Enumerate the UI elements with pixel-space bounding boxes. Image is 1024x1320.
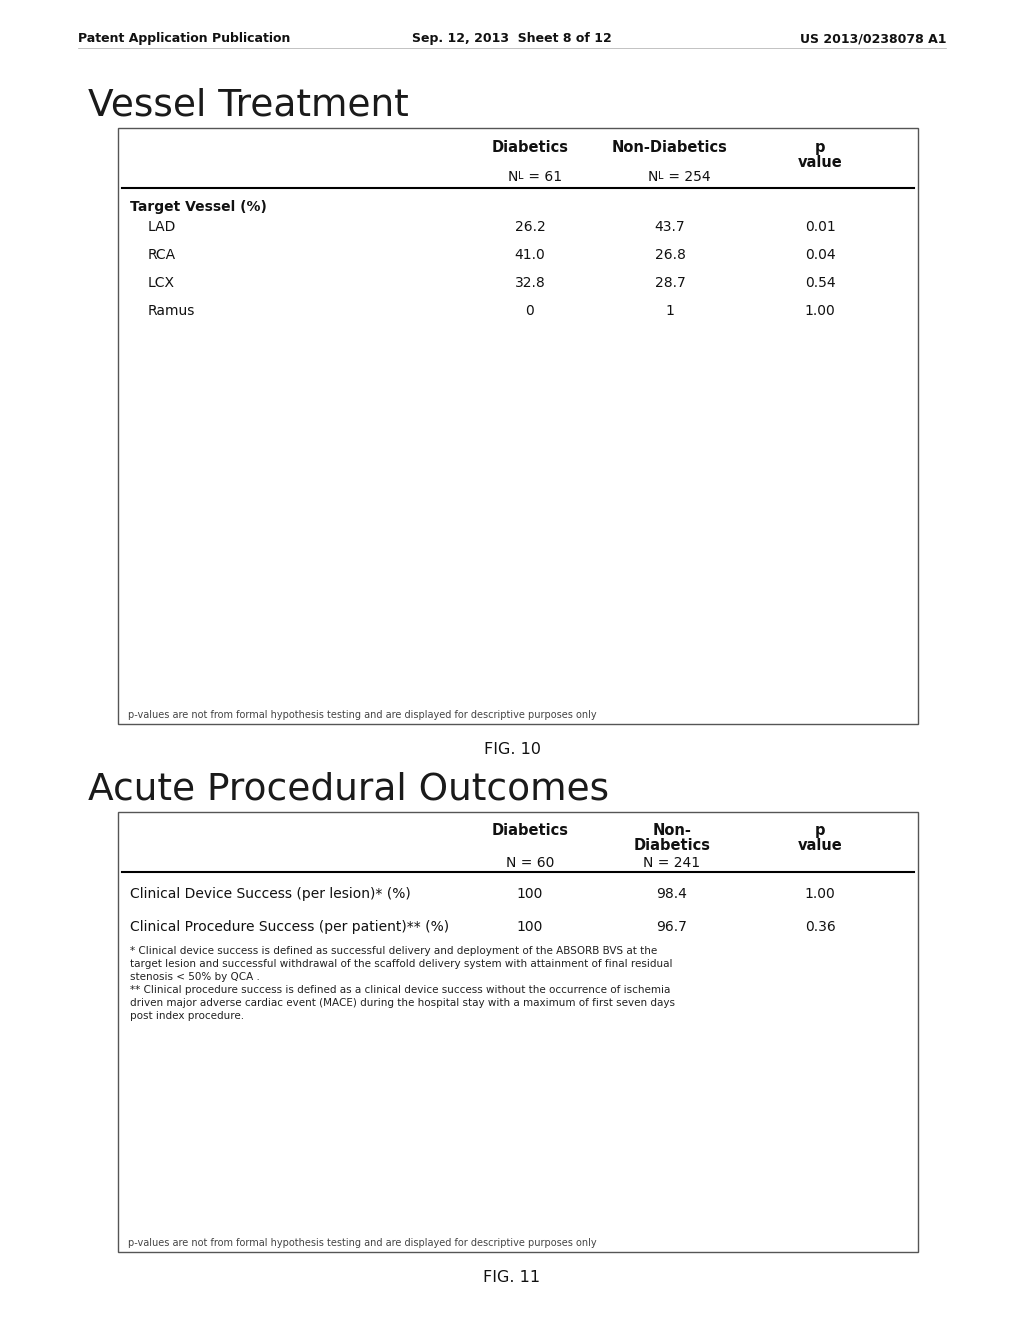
Text: 28.7: 28.7 [654,276,685,290]
Text: 0.01: 0.01 [805,220,836,234]
Text: 1.00: 1.00 [805,887,836,902]
Text: p: p [815,822,825,838]
Text: L: L [518,172,523,181]
Text: N: N [508,170,518,183]
Text: 26.2: 26.2 [515,220,546,234]
Text: Acute Procedural Outcomes: Acute Procedural Outcomes [88,772,609,808]
Text: FIG. 10: FIG. 10 [483,742,541,756]
Text: Clinical Procedure Success (per patient)** (%): Clinical Procedure Success (per patient)… [130,920,450,935]
Text: Target Vessel (%): Target Vessel (%) [130,201,267,214]
Text: N = 60: N = 60 [506,855,554,870]
Text: target lesion and successful withdrawal of the scaffold delivery system with att: target lesion and successful withdrawal … [130,960,673,969]
Text: L: L [658,172,664,181]
Text: 0.36: 0.36 [805,920,836,935]
Text: 43.7: 43.7 [654,220,685,234]
Text: driven major adverse cardiac event (MACE) during the hospital stay with a maximu: driven major adverse cardiac event (MACE… [130,998,675,1008]
Text: Sep. 12, 2013  Sheet 8 of 12: Sep. 12, 2013 Sheet 8 of 12 [412,32,612,45]
Text: Clinical Device Success (per lesion)* (%): Clinical Device Success (per lesion)* (%… [130,887,411,902]
Text: Diabetics: Diabetics [634,838,711,853]
Text: 0: 0 [525,304,535,318]
Text: Ramus: Ramus [148,304,196,318]
Text: N = 241: N = 241 [643,855,700,870]
Bar [118,812,918,1251]
Text: N: N [648,170,658,183]
Text: value: value [798,154,843,170]
Text: stenosis < 50% by QCA .: stenosis < 50% by QCA . [130,972,260,982]
Text: = 61: = 61 [524,170,562,183]
Text: 26.8: 26.8 [654,248,685,261]
Text: post index procedure.: post index procedure. [130,1011,244,1020]
Text: 0.54: 0.54 [805,276,836,290]
Text: 100: 100 [517,887,543,902]
Text: 100: 100 [517,920,543,935]
Text: 96.7: 96.7 [656,920,687,935]
Text: 32.8: 32.8 [515,276,546,290]
Text: p: p [815,140,825,154]
Text: LCX: LCX [148,276,175,290]
Text: Non-Diabetics: Non-Diabetics [612,140,728,154]
Text: 1: 1 [666,304,675,318]
Text: Diabetics: Diabetics [492,822,568,838]
Text: 0.04: 0.04 [805,248,836,261]
Text: Patent Application Publication: Patent Application Publication [78,32,291,45]
Text: p-values are not from formal hypothesis testing and are displayed for descriptiv: p-values are not from formal hypothesis … [128,710,597,719]
Text: = 254: = 254 [664,170,711,183]
Text: 98.4: 98.4 [656,887,687,902]
Text: RCA: RCA [148,248,176,261]
Text: LAD: LAD [148,220,176,234]
Text: value: value [798,838,843,853]
Text: 41.0: 41.0 [515,248,546,261]
Text: * Clinical device success is defined as successful delivery and deployment of th: * Clinical device success is defined as … [130,946,657,956]
Text: FIG. 11: FIG. 11 [483,1270,541,1284]
Text: Non-: Non- [652,822,691,838]
Bar [118,128,918,723]
Text: p-values are not from formal hypothesis testing and are displayed for descriptiv: p-values are not from formal hypothesis … [128,1238,597,1247]
Text: Vessel Treatment: Vessel Treatment [88,88,409,124]
Text: ** Clinical procedure success is defined as a clinical device success without th: ** Clinical procedure success is defined… [130,985,671,995]
Text: US 2013/0238078 A1: US 2013/0238078 A1 [800,32,946,45]
Text: Diabetics: Diabetics [492,140,568,154]
Text: 1.00: 1.00 [805,304,836,318]
